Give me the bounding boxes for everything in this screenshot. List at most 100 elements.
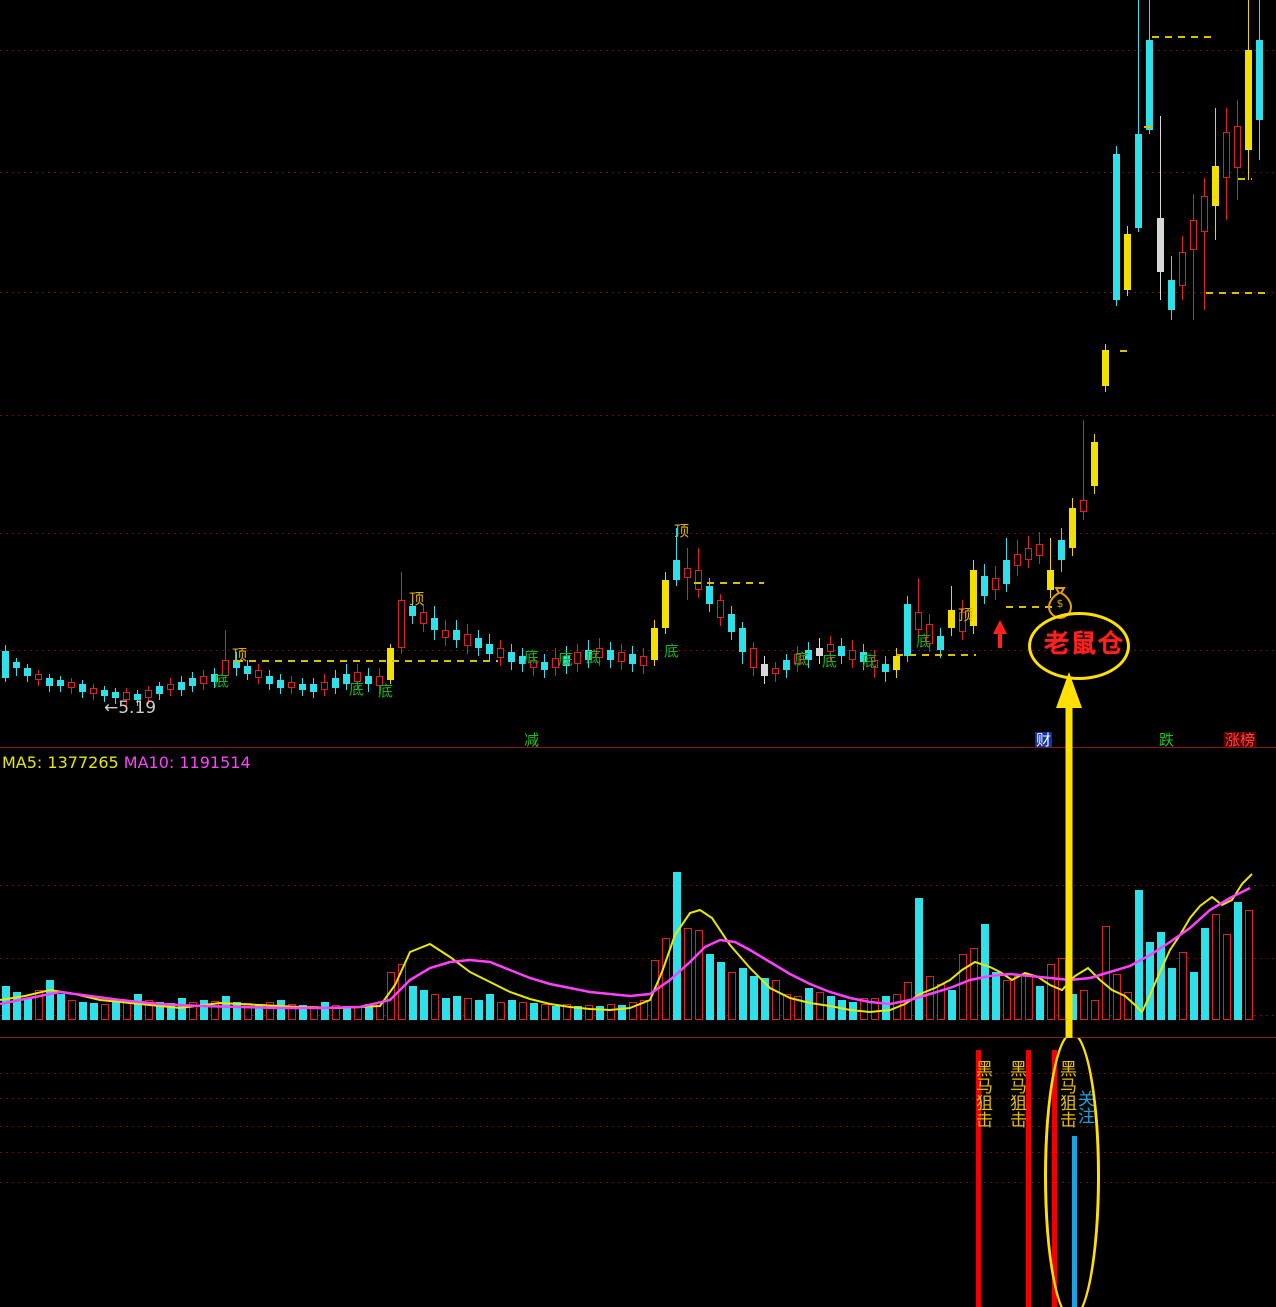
volume-bar: [948, 990, 956, 1020]
candle-body: [1234, 126, 1241, 168]
red-up-arrow: [993, 620, 1007, 648]
candle-body: [827, 644, 834, 652]
volume-bar: [1036, 986, 1044, 1020]
gridline: [0, 1015, 1276, 1016]
volume-bar: [1190, 972, 1198, 1020]
candle-body: [530, 660, 537, 668]
volume-bar: [101, 1004, 109, 1020]
volume-bar: [90, 1003, 98, 1020]
candle-body: [200, 676, 207, 684]
candle-body: [189, 678, 196, 686]
candle-body: [871, 660, 878, 668]
axis-badge-die[interactable]: 跌: [1159, 731, 1175, 749]
volume-bar: [574, 1006, 582, 1020]
candle-body: [1025, 548, 1032, 560]
ma10-label: MA10:: [123, 753, 175, 772]
volume-bar: [497, 1002, 505, 1020]
bottom-marker: 底: [214, 672, 230, 690]
volume-bar: [321, 1002, 329, 1020]
candle-body: [981, 576, 988, 596]
volume-bar: [827, 996, 835, 1020]
candle-body: [783, 660, 790, 670]
candle-body: [629, 654, 636, 664]
volume-panel[interactable]: MA5: 1377265 MA10: 1191514: [0, 748, 1276, 1038]
candle-body: [1168, 280, 1175, 310]
volume-bar: [640, 1000, 648, 1020]
candle-body: [112, 692, 119, 698]
candle-body: [211, 674, 218, 682]
volume-bar: [332, 1005, 340, 1020]
candle-body: [563, 656, 570, 666]
candle-body: [343, 674, 350, 684]
candle-body: [552, 658, 559, 668]
volume-bar: [783, 994, 791, 1020]
candle-body: [453, 630, 460, 640]
candle-body: [299, 684, 306, 690]
volume-bar: [970, 948, 978, 1020]
volume-bar: [860, 998, 868, 1020]
candle-wick: [1193, 194, 1194, 320]
volume-bar: [981, 924, 989, 1020]
candle-body: [464, 634, 471, 646]
candle-body: [409, 606, 416, 616]
volume-bar: [46, 980, 54, 1020]
candle-body: [750, 648, 757, 668]
volume-bar: [1245, 910, 1253, 1020]
candle-body: [640, 656, 647, 666]
volume-bar: [1168, 968, 1176, 1020]
volume-bar: [211, 1001, 219, 1020]
bottom-marker: 底: [558, 650, 574, 668]
indicator-panel[interactable]: 黑马狙击 黑马狙击 黑马狙击 关注 www.xueshe9.com: [0, 1038, 1276, 1307]
candle-wick: [1204, 178, 1205, 310]
candle-body: [926, 624, 933, 644]
candle-body: [915, 612, 922, 630]
support-line-2: [694, 582, 764, 584]
candle-body: [486, 644, 493, 654]
candle-body: [1036, 544, 1043, 556]
price-panel[interactable]: 顶 顶 顶 顶 底 底 底 底 底 底 底 底 底 底 底 ←5.19 $ 老鼠…: [0, 0, 1276, 748]
bottom-marker: 底: [586, 648, 602, 666]
candle-body: [321, 682, 328, 690]
candle-wick: [676, 528, 677, 586]
candle-body: [1091, 442, 1098, 486]
volume-bar: [585, 1005, 593, 1020]
candle-body: [1124, 234, 1131, 290]
candle-body: [651, 628, 658, 660]
candle-body: [541, 662, 548, 670]
candle-body: [24, 668, 31, 676]
candle-body: [1080, 500, 1087, 512]
candle-body: [145, 690, 152, 698]
candle-body: [178, 682, 185, 690]
volume-bar: [750, 976, 758, 1020]
axis-badge-cai[interactable]: 财: [1035, 731, 1053, 748]
volume-bar: [1135, 890, 1143, 1020]
axis-badge-zhangbang[interactable]: 涨榜: [1224, 731, 1257, 748]
signal-bar-1: [976, 1050, 981, 1307]
volume-bar: [629, 1002, 637, 1020]
volume-bar: [288, 1004, 296, 1020]
candle-body: [1179, 252, 1186, 286]
candle-body: [596, 648, 603, 658]
gridline: [0, 292, 1276, 293]
top-marker: 顶: [674, 522, 690, 540]
candle-body: [167, 684, 174, 690]
gridline: [0, 50, 1276, 51]
candle-body: [1113, 154, 1120, 300]
volume-bar: [1223, 934, 1231, 1020]
candle-body: [959, 612, 966, 632]
volume-bar: [915, 898, 923, 1020]
support-line-4: [1006, 606, 1052, 608]
volume-indicator-separator: [0, 1037, 1276, 1038]
candle-body: [442, 630, 449, 638]
candle-body: [816, 648, 823, 656]
candle-body: [717, 600, 724, 618]
volume-bar: [706, 954, 714, 1020]
volume-bar: [673, 872, 681, 1020]
gridline: [0, 1152, 1276, 1153]
axis-badge-jian[interactable]: 减: [524, 731, 540, 749]
candle-body: [222, 660, 229, 676]
price-low-label: ←5.19: [104, 698, 157, 718]
signal-text-1: 黑马狙击: [972, 1060, 992, 1128]
candle-body: [376, 676, 383, 686]
candle-body: [1190, 220, 1197, 250]
